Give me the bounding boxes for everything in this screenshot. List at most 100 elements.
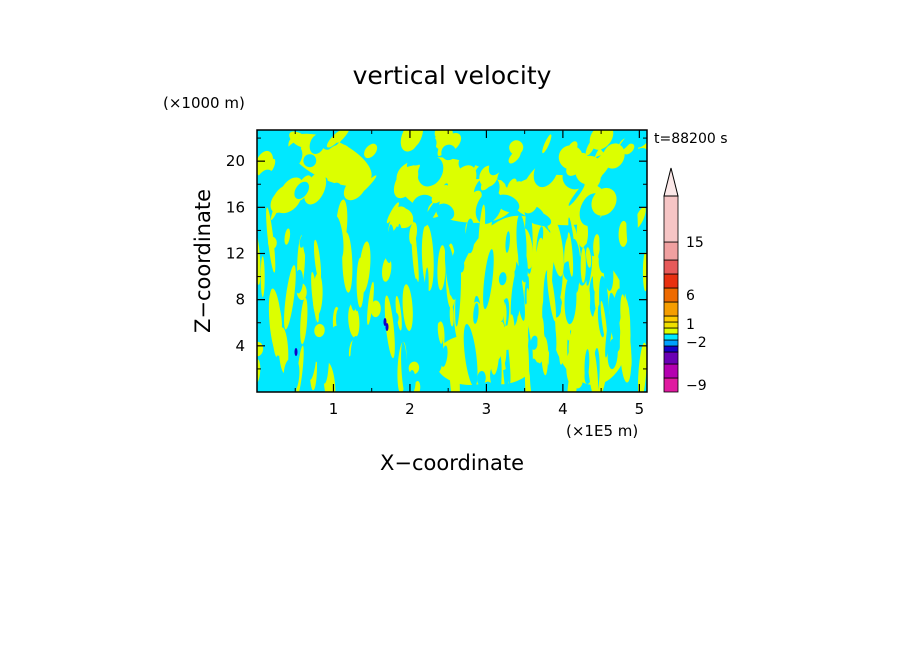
field-streak bbox=[423, 198, 440, 227]
field-streak bbox=[578, 348, 586, 375]
y-tick-label: 4 bbox=[235, 337, 245, 355]
field-streak bbox=[455, 263, 462, 327]
field-streak bbox=[570, 149, 580, 161]
field-streak bbox=[359, 195, 383, 218]
field-streak bbox=[449, 304, 454, 327]
field-streak bbox=[565, 322, 571, 341]
y-tick-label: 16 bbox=[226, 198, 245, 216]
field-streak bbox=[326, 130, 345, 148]
field-streak bbox=[498, 272, 507, 286]
field-streak bbox=[314, 323, 325, 338]
colorbar-band bbox=[663, 363, 679, 379]
field-streak bbox=[628, 147, 647, 172]
field-streak bbox=[638, 132, 647, 148]
field-streak bbox=[437, 322, 443, 344]
field-streak bbox=[290, 360, 300, 392]
field-streak bbox=[618, 220, 629, 247]
colorbar-extension bbox=[663, 167, 679, 197]
colorbar-band bbox=[663, 351, 679, 365]
field-streak bbox=[516, 315, 522, 369]
field-streak bbox=[524, 342, 530, 392]
field-streak bbox=[355, 175, 377, 197]
field-streak bbox=[635, 318, 642, 385]
downdraft-core bbox=[294, 348, 298, 356]
colorbar-label: −2 bbox=[686, 335, 707, 351]
colorbar-band bbox=[663, 321, 679, 329]
field-streak bbox=[291, 301, 303, 338]
colorbar-label: 6 bbox=[686, 288, 695, 304]
field-streak bbox=[505, 231, 510, 253]
field-streak bbox=[348, 303, 360, 338]
field-streak bbox=[619, 320, 632, 383]
field-streak bbox=[585, 137, 597, 156]
field-streak bbox=[268, 288, 283, 356]
field-streak bbox=[463, 324, 478, 387]
field-streak bbox=[331, 325, 342, 345]
field-streak bbox=[303, 154, 317, 168]
field-streak bbox=[613, 323, 620, 354]
field-streak bbox=[356, 257, 365, 308]
field-streak bbox=[417, 156, 444, 187]
field-streak bbox=[270, 190, 285, 220]
field-streak bbox=[619, 256, 627, 302]
field-streak bbox=[299, 235, 305, 248]
field-streak bbox=[326, 182, 342, 205]
colorbar-band bbox=[663, 315, 679, 323]
field-streak bbox=[483, 249, 494, 310]
y-unit-label: (×1000 m) bbox=[163, 94, 245, 112]
field-streak bbox=[341, 156, 362, 177]
field-streak bbox=[529, 212, 552, 227]
field-streak bbox=[309, 133, 326, 154]
x-unit-label: (×1E5 m) bbox=[566, 422, 638, 440]
field-streak bbox=[437, 245, 446, 291]
field-streak bbox=[480, 343, 493, 360]
x-tick-label: 2 bbox=[405, 400, 415, 418]
downdraft-core bbox=[385, 323, 389, 331]
field-streak bbox=[510, 244, 517, 272]
field-streak bbox=[465, 218, 475, 254]
x-tick-label: 3 bbox=[482, 400, 492, 418]
x-axis-ticks: 1 2 3 4 5 bbox=[294, 130, 645, 418]
field-streak bbox=[591, 187, 617, 216]
field-streak bbox=[505, 161, 520, 188]
y-tick-label: 8 bbox=[235, 291, 245, 309]
field-streak bbox=[497, 292, 505, 322]
field-streak bbox=[478, 204, 486, 262]
colorbar-label: 1 bbox=[686, 317, 695, 333]
field-streak bbox=[532, 362, 543, 379]
field-streak bbox=[424, 267, 429, 315]
field-streak bbox=[437, 130, 453, 157]
field-streak bbox=[637, 342, 647, 392]
field-streak bbox=[300, 297, 308, 345]
field-streak bbox=[402, 284, 413, 331]
chart-title: vertical velocity bbox=[353, 61, 552, 90]
field-streak bbox=[441, 345, 448, 367]
plot-frame bbox=[256, 129, 648, 393]
x-tick-label: 5 bbox=[635, 400, 645, 418]
field-streak bbox=[466, 130, 488, 146]
y-axis-label: Z−coordinate bbox=[191, 189, 215, 333]
x-tick-label: 1 bbox=[329, 400, 339, 418]
field-streak bbox=[600, 300, 608, 342]
field-streak bbox=[267, 236, 277, 249]
field-streak bbox=[518, 244, 528, 283]
field-streak bbox=[566, 141, 578, 159]
colorbar-band bbox=[663, 195, 679, 243]
field-streak bbox=[308, 338, 318, 380]
field-streak bbox=[370, 300, 381, 318]
field-streak bbox=[587, 338, 599, 392]
field-streak bbox=[343, 176, 366, 201]
field-streak bbox=[367, 281, 374, 326]
field-streak bbox=[409, 222, 418, 245]
field-streak bbox=[458, 258, 465, 273]
field-streak bbox=[507, 178, 517, 193]
field-streak bbox=[509, 140, 524, 155]
field-streak bbox=[350, 292, 356, 311]
field-streak bbox=[530, 335, 539, 350]
field-streak bbox=[495, 194, 520, 213]
field-streak bbox=[514, 261, 525, 321]
colorbar-band bbox=[663, 301, 679, 317]
field-streak bbox=[257, 169, 275, 200]
field-streak bbox=[344, 355, 356, 392]
